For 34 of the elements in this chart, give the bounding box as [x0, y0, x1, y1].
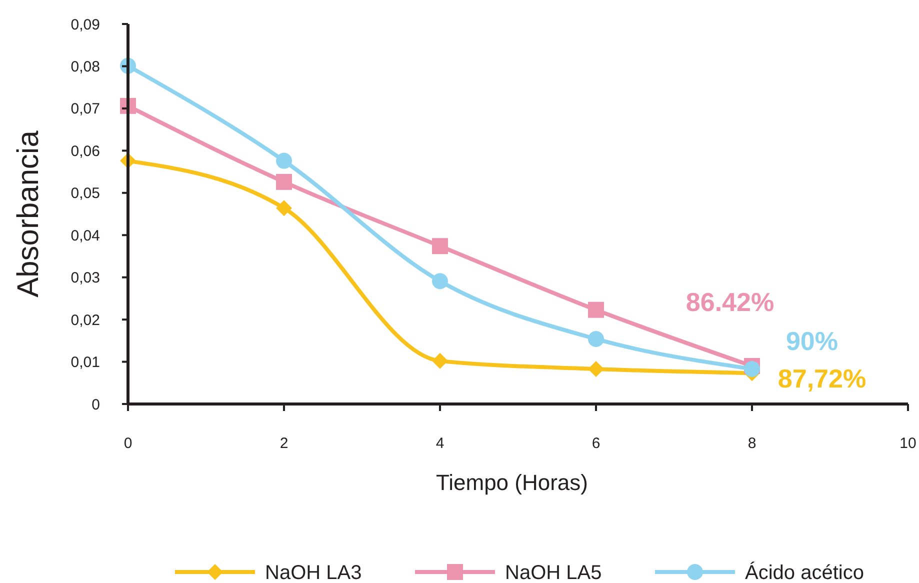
x-tick-label: 8: [748, 435, 756, 452]
x-tick-label: 10: [900, 435, 916, 452]
y-tick-label: 0: [92, 396, 100, 414]
legend-label: NaOH LA3: [265, 562, 362, 583]
legend-label: Ácido acético: [745, 561, 864, 583]
x-tick-label: 0: [124, 435, 132, 452]
point: [744, 360, 760, 377]
point: [276, 200, 292, 216]
x-tick-label: 6: [592, 435, 600, 452]
y-tick-label: 0,03: [70, 270, 100, 287]
x-axis-title: Tiempo (Horas): [436, 470, 588, 495]
x-tick-label: 2: [280, 435, 288, 452]
y-tick-label: 0,06: [70, 142, 100, 160]
point: [276, 174, 292, 190]
point: [276, 152, 292, 169]
x-tick-label: 4: [436, 435, 444, 452]
annotation: 86.42%: [686, 287, 774, 318]
legend-label: NaOH LA5: [505, 562, 602, 583]
y-axis-title: Absorbancia: [12, 130, 45, 298]
y-tick-label: 0,02: [70, 312, 100, 329]
y-tick-label: 0,04: [70, 227, 100, 244]
point: [588, 302, 604, 318]
point: [588, 330, 604, 347]
annotation: 87,72%: [778, 363, 866, 394]
y-tick-label: 0,09: [70, 16, 100, 34]
y-tick-label: 0,05: [70, 185, 100, 202]
annotation: 90%: [786, 326, 838, 356]
point: [432, 273, 448, 290]
point: [432, 352, 448, 369]
point: [588, 360, 604, 377]
y-tick-label: 0,01: [70, 354, 100, 372]
y-tick-label: 0,07: [70, 100, 100, 118]
y-tick-label: 0,08: [70, 58, 100, 76]
point: [432, 238, 448, 254]
